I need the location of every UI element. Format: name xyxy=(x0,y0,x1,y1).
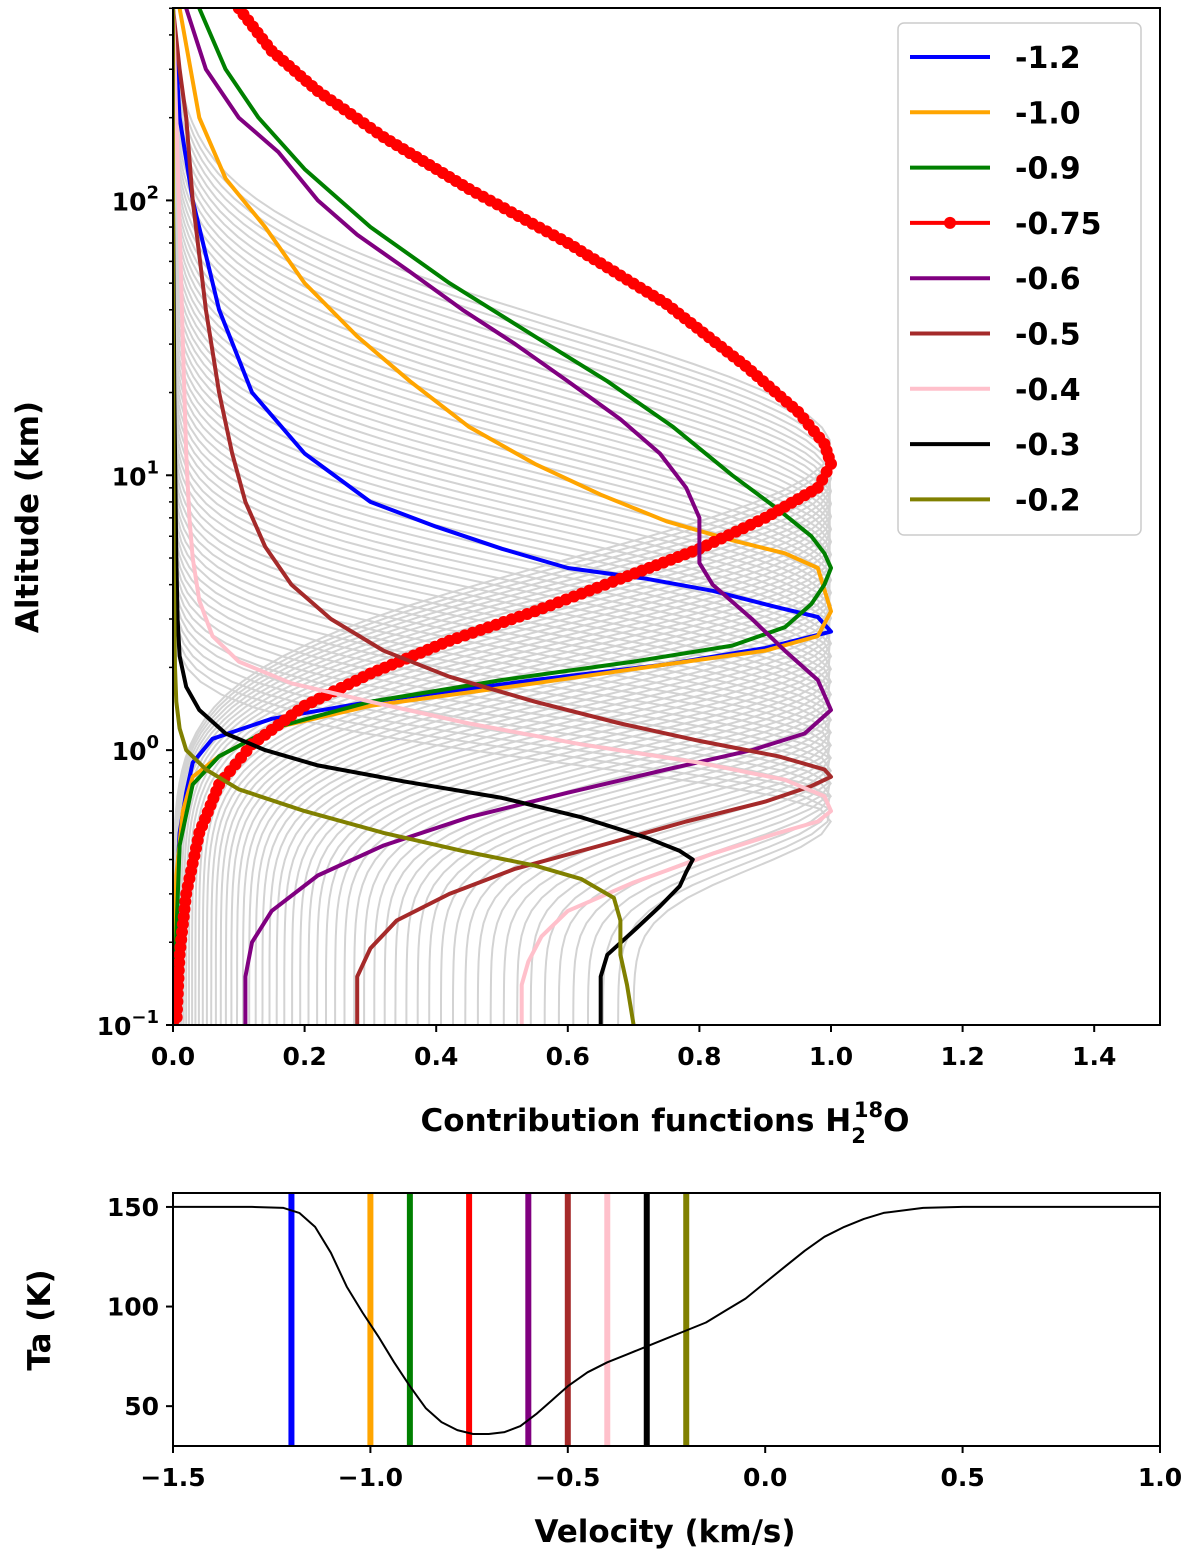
spectrum-line xyxy=(173,1205,1160,1435)
series-marker xyxy=(173,1011,183,1024)
background-curve xyxy=(173,8,831,1025)
series-line xyxy=(173,8,833,1025)
background-curve xyxy=(173,8,831,1025)
background-curve xyxy=(173,8,833,1025)
background-curve xyxy=(173,8,831,1025)
top-x-axis-title: Contribution functions H218O xyxy=(421,1098,910,1148)
x-title-tail: O xyxy=(883,1103,909,1139)
background-curve xyxy=(173,8,831,1025)
y-tick-label: 102 xyxy=(112,182,159,216)
x-tick-label: 0.0 xyxy=(151,1042,195,1071)
x-tick-label: 1.0 xyxy=(809,1042,853,1071)
background-curve xyxy=(173,8,831,1025)
y-tick-label: 100 xyxy=(107,1293,159,1322)
x-tick-label: −0.5 xyxy=(535,1463,600,1492)
x-tick-label: −1.5 xyxy=(140,1463,205,1492)
background-curve xyxy=(173,8,831,1025)
x-tick-label: 0.2 xyxy=(282,1042,326,1071)
top-y-axis-title: Altitude (km) xyxy=(10,401,46,633)
x-tick-label: 1.2 xyxy=(940,1042,984,1071)
background-curve xyxy=(173,8,832,1025)
legend: -1.2 -1.0 -0.9 -0.75 -0.6 -0.5 -0.4 -0.3 -0.2 xyxy=(897,22,1142,536)
background-curve xyxy=(173,8,833,1025)
spectrum-chart: −1.5 −1.0 −0.5 0.0 0.5 1.0 50 100 150 Velocity … xyxy=(22,1192,1182,1550)
x-tick-label: 1.4 xyxy=(1072,1042,1116,1071)
y-tick-label: 10−1 xyxy=(97,1007,159,1041)
background-curve xyxy=(173,8,831,1025)
background-curve xyxy=(173,8,831,1025)
bottom-y-ticks: 50 100 150 xyxy=(107,1193,173,1421)
legend-label: -0.5 xyxy=(1015,318,1081,353)
top-plot-frame xyxy=(172,7,1161,1026)
legend-label: -0.4 xyxy=(1015,373,1081,408)
background-curve xyxy=(173,8,833,1025)
x-tick-label: 0.6 xyxy=(546,1042,590,1071)
legend-label: -0.6 xyxy=(1015,262,1081,297)
x-tick-label: 0.8 xyxy=(677,1042,721,1071)
background-curve xyxy=(173,8,833,1025)
spectrum-line-group xyxy=(173,1205,1160,1435)
x-tick-label: 0.5 xyxy=(940,1463,984,1492)
legend-label: -0.2 xyxy=(1015,483,1081,518)
background-curve xyxy=(173,8,833,1025)
velocity-markers xyxy=(288,1193,690,1446)
series-group xyxy=(173,8,837,1025)
y-tick-label: 50 xyxy=(124,1392,159,1421)
top-y-ticks: 102 101 100 10−1 xyxy=(97,7,173,1041)
y-tick-label: 150 xyxy=(107,1193,159,1222)
series-line xyxy=(173,8,695,1025)
legend-label: -0.3 xyxy=(1015,428,1081,463)
x-tick-label: −1.0 xyxy=(338,1463,403,1492)
background-curve xyxy=(173,8,831,1025)
bottom-plot-frame xyxy=(172,1192,1161,1447)
y-tick-label: 101 xyxy=(112,457,159,491)
x-tick-label: 1.0 xyxy=(1138,1463,1182,1492)
series-line xyxy=(173,8,833,1025)
series-line xyxy=(173,8,636,1025)
background-curve xyxy=(173,8,832,1025)
top-x-ticks: 0.0 0.2 0.4 0.6 0.8 1.0 1.2 1.4 xyxy=(151,1025,1116,1071)
bottom-x-ticks: −1.5 −1.0 −0.5 0.0 0.5 1.0 xyxy=(140,1446,1182,1492)
background-curve xyxy=(173,8,833,1025)
legend-label: -0.9 xyxy=(1015,152,1081,187)
background-curve xyxy=(173,8,833,1025)
legend-label: -0.75 xyxy=(1015,207,1101,242)
series-line xyxy=(184,8,833,1025)
background-curve xyxy=(173,8,833,1025)
background-curve xyxy=(173,8,831,1025)
background-curve xyxy=(173,8,833,1025)
x-tick-label: 0.4 xyxy=(414,1042,458,1071)
background-curve xyxy=(173,8,833,1025)
background-curve xyxy=(173,8,831,1025)
x-tick-label: 0.0 xyxy=(743,1463,787,1492)
bottom-y-axis-title: Ta (K) xyxy=(22,1269,58,1370)
bottom-x-axis-title: Velocity (km/s) xyxy=(534,1514,795,1550)
x-title-sub: 2 xyxy=(851,1124,866,1148)
legend-label: -1.0 xyxy=(1015,96,1081,131)
background-curve xyxy=(173,8,831,1025)
legend-label: -1.2 xyxy=(1015,41,1081,76)
x-title-sup: 18 xyxy=(854,1098,883,1122)
y-tick-label: 100 xyxy=(112,732,159,766)
background-curve xyxy=(173,8,831,1025)
legend-marker xyxy=(944,216,956,229)
background-curve xyxy=(173,8,832,1025)
background-curve xyxy=(173,8,833,1025)
legend-frame xyxy=(897,22,1142,536)
contribution-functions-chart: 0.0 0.2 0.4 0.6 0.8 1.0 1.2 1.4 102 101 100 10−1 C… xyxy=(10,7,1161,1148)
